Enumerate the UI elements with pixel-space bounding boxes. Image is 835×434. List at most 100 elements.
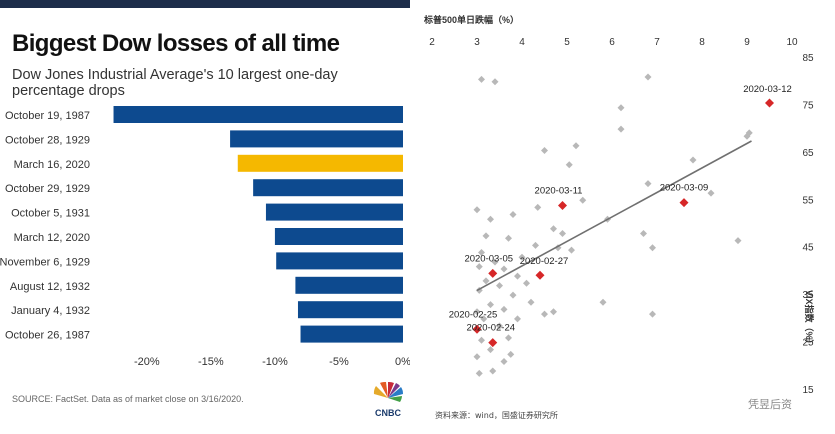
scatter-point [482, 277, 490, 285]
scatter-point [617, 125, 625, 133]
highlight-label: 2020-03-05 [464, 253, 513, 264]
highlight-label: 2020-02-27 [520, 256, 569, 267]
bar [230, 130, 403, 148]
scatter-point [689, 156, 697, 164]
bar [113, 106, 404, 123]
scatter-point [507, 350, 515, 358]
scatter-point [496, 322, 503, 330]
source-note: SOURCE: FactSet. Data as of market close… [12, 394, 244, 404]
category-label: March 12, 2020 [14, 232, 90, 244]
dow-losses-panel: Biggest Dow losses of all time Dow Jones… [0, 0, 410, 434]
scatter-point [640, 229, 647, 237]
cnbc-logo: CNBC [373, 381, 404, 418]
scatter-point [482, 232, 490, 240]
highlight-point [488, 268, 498, 278]
category-label: March 16, 2020 [14, 159, 90, 171]
scatter-point [559, 229, 566, 237]
scatter-point [514, 315, 521, 323]
highlight-point [765, 98, 774, 108]
scatter-point [541, 146, 548, 154]
y-tick-label: 85 [802, 53, 814, 64]
y-tick-label: 75 [802, 100, 814, 111]
highlight-label: 2020-03-11 [535, 186, 583, 197]
cnbc-wordmark: CNBC [375, 408, 401, 418]
scatter-point [534, 203, 542, 211]
y-tick-label: 35 [802, 290, 814, 301]
highlight-label: 2020-02-25 [449, 309, 498, 320]
scatter-point [572, 142, 580, 150]
category-label: November 6, 1929 [0, 256, 90, 268]
bar [274, 228, 403, 245]
y-tick-label: 55 [802, 195, 814, 206]
category-label: October 5, 1931 [11, 208, 90, 220]
scatter-chart: 标普500单日跌幅（%） VIX指数（%） 2 3 4 5 6 7 8 9 1015253545… [423, 14, 815, 396]
scatter-point [475, 369, 483, 377]
highlight-label: 2020-03-09 [660, 183, 709, 194]
bar [300, 325, 403, 343]
bar [265, 203, 403, 221]
y-tick-label: 65 [802, 148, 814, 159]
category-label: August 12, 1932 [10, 281, 90, 293]
bar-chart: October 19, 1987 October 28, 1929 March 16… [0, 106, 410, 368]
scatter-point [599, 298, 607, 306]
scatter-point [491, 78, 499, 86]
bar [295, 276, 403, 294]
highlight-point [679, 198, 689, 208]
scatter-point [489, 367, 497, 375]
scatter-point [514, 272, 521, 280]
scatter-point [523, 279, 530, 287]
scatter-point [496, 282, 503, 290]
x-tick-label: 9 [744, 37, 750, 48]
scatter-point [487, 301, 494, 309]
scatter-point [649, 244, 656, 252]
scatter-point [473, 353, 481, 361]
header-bar [0, 0, 410, 8]
scatter-point [480, 315, 488, 323]
scatter-point [644, 73, 652, 81]
scatter-point [734, 237, 742, 245]
scatter-point [478, 336, 485, 344]
category-label: October 26, 1987 [5, 330, 90, 342]
category-label: October 29, 1929 [5, 183, 90, 195]
vix-scatter-panel: 标普500单日跌幅（%） VIX指数（%） 2 3 4 5 6 7 8 9 10 15 25 35 45… [410, 0, 835, 434]
x-tick-label: 5 [564, 37, 570, 48]
x-tick-label: 0% [395, 356, 410, 368]
highlight-point [558, 201, 567, 211]
scatter-point [527, 298, 535, 306]
x-tick-label: -5% [329, 356, 349, 368]
scatter-point [473, 308, 481, 316]
chart-title: Biggest Dow losses of all time [12, 30, 340, 57]
y-tick-label: 25 [802, 338, 814, 349]
highlight-point [488, 338, 498, 348]
scatter-point [475, 263, 483, 271]
right-axis-title: VIX指数（%） [804, 290, 815, 349]
bar [276, 252, 403, 270]
x-tick-label: 8 [699, 37, 705, 48]
scatter-point [644, 180, 652, 188]
x-tick-label: -15% [198, 356, 224, 368]
scatter-point [500, 265, 508, 273]
scatter-point [579, 196, 587, 204]
scatter-point [500, 305, 508, 313]
scatter-point [487, 346, 494, 354]
y-tick-label: 15 [802, 385, 814, 396]
watermark: 凭昱后资 [748, 398, 792, 411]
x-tick-label: -20% [134, 356, 160, 368]
scatter-point [509, 291, 517, 299]
scatter-point [500, 358, 508, 366]
scatter-point [565, 161, 573, 169]
x-tick-label: 7 [654, 37, 660, 48]
scatter-point [617, 104, 625, 112]
x-tick-label: 3 [474, 37, 480, 48]
scatter-point [518, 253, 526, 261]
scatter-point [478, 75, 485, 83]
category-label: January 4, 1932 [11, 305, 90, 317]
scatter-point [550, 308, 557, 316]
highlight-point [535, 270, 545, 280]
scatter-point [541, 310, 548, 318]
bar [253, 179, 403, 197]
x-tick-label: 2 [429, 37, 435, 48]
bar [297, 301, 403, 319]
scatter-point [491, 258, 499, 266]
scatter-point [649, 310, 656, 318]
